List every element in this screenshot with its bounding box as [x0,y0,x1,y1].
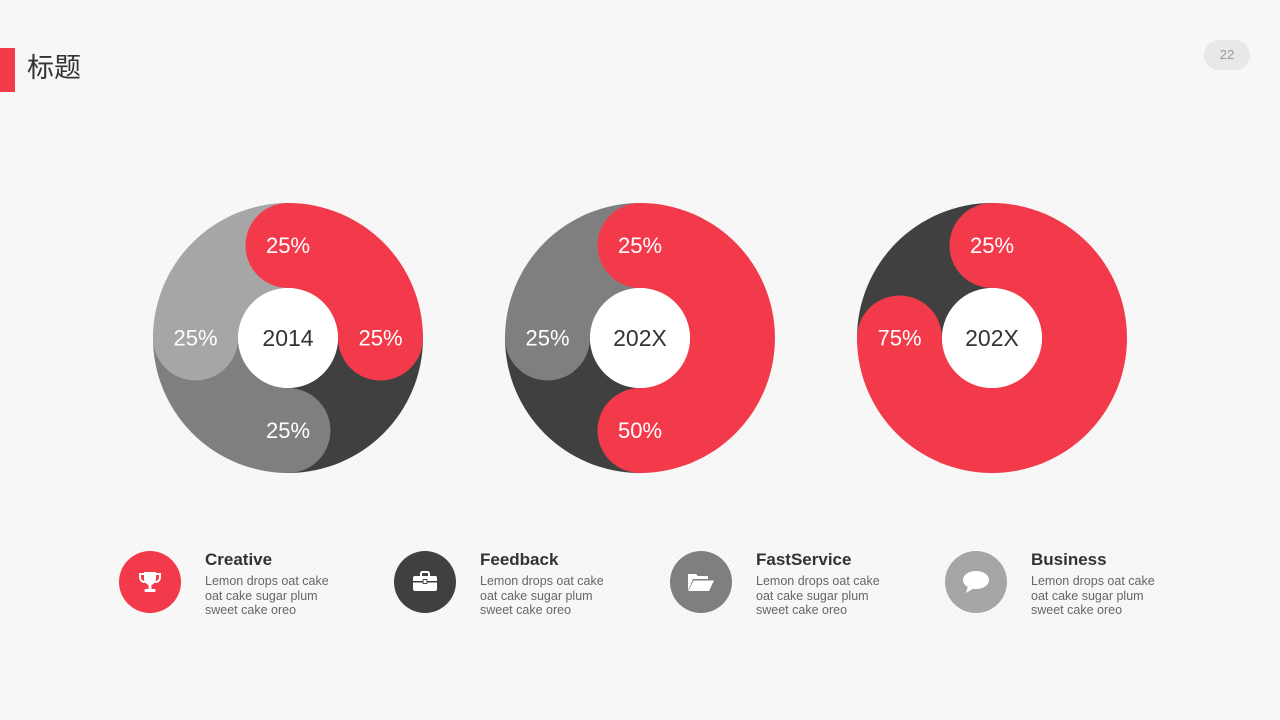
pie-slice-label: 25% [266,418,310,443]
feature-title: Business [1031,550,1107,569]
pie-chart-1-svg: 2014 25% 25% 25% 25% [153,203,423,473]
donut-center [942,288,1042,388]
pie-slice [597,203,775,473]
title-accent-bar [0,48,15,92]
pie-chart-1: 2014 25% 25% 25% 25% [148,198,428,478]
page-title: 标题 [27,53,81,84]
feature-creative: Creative Lemon drops oat cake oat cake s… [119,550,379,630]
pie-center-label: 202X [613,325,667,351]
pie-slice-label: 75% [877,326,921,351]
pie-slice [857,203,1127,473]
feature-title: FastService [756,550,852,569]
pie-slice-label: 25% [358,326,402,351]
pie-chart-2: 202X 50% 25% 25% [500,198,780,478]
pie-chart-3: 202X 75% 25% [852,198,1132,478]
pie-chart-2-svg: 202X 50% 25% 25% [505,203,775,473]
feature-description: Lemon drops oat cake oat cake sugar plum… [205,574,329,618]
briefcase-icon [413,571,437,591]
folder-open-icon [688,574,714,591]
pie-center-label: 202X [965,325,1019,351]
feature-description: Lemon drops oat cake oat cake sugar plum… [1031,574,1155,618]
feature-fastservice: FastService Lemon drops oat cake oat cak… [670,550,930,630]
feature-icon-circle [945,551,1007,613]
donut-center [590,288,690,388]
feature-icon-circle [119,551,181,613]
pie-slice-label: 25% [266,233,310,258]
chat-bubble-icon [963,571,989,593]
feature-icon-circle [670,551,732,613]
pie-slice-label: 25% [525,326,569,351]
trophy-icon [139,572,161,592]
page-number-badge: 22 [1204,40,1250,70]
feature-icon-circle [394,551,456,613]
feature-description: Lemon drops oat cake oat cake sugar plum… [480,574,604,618]
pie-slice-label: 25% [970,233,1014,258]
feature-title: Feedback [480,550,559,569]
feature-feedback: Feedback Lemon drops oat cake oat cake s… [394,550,654,630]
pie-slice-label: 50% [618,418,662,443]
feature-list: Creative Lemon drops oat cake oat cake s… [0,540,1280,640]
pie-chart-3-svg: 202X 75% 25% [857,203,1127,473]
pie-slice [245,203,423,381]
pie-center-label: 2014 [262,325,313,351]
feature-business: Business Lemon drops oat cake oat cake s… [945,550,1205,630]
feature-title: Creative [205,550,273,569]
pie-slice-label: 25% [173,326,217,351]
pie-slice-label: 25% [618,233,662,258]
donut-center [238,288,338,388]
feature-description: Lemon drops oat cake oat cake sugar plum… [756,574,880,618]
